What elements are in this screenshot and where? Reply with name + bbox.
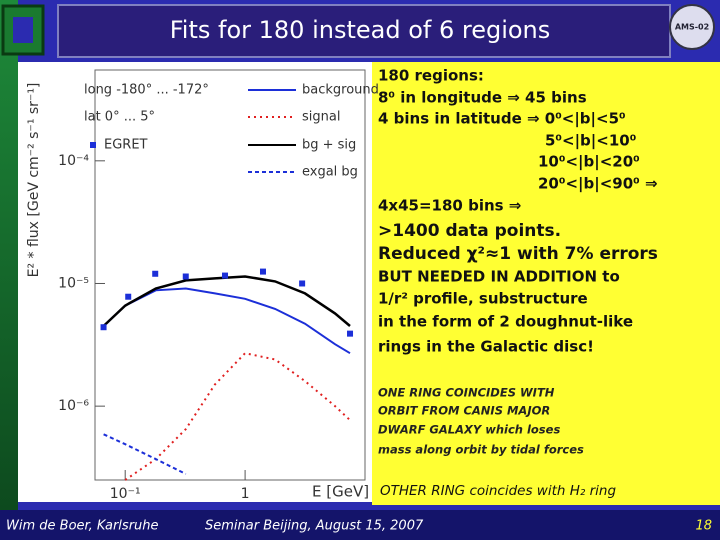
- x-axis-label: E [GeV]: [312, 483, 369, 501]
- text-line: 4 bins in latitude ⇒ 0⁰<|b|<5⁰: [378, 110, 626, 129]
- text-line: OTHER RING coincides with H₂ ring: [380, 483, 616, 499]
- data-point: [347, 330, 354, 337]
- text-panel: [372, 62, 720, 505]
- data-point: [100, 324, 107, 331]
- data-point: [222, 272, 229, 279]
- x-tick-label: 10⁻¹: [110, 486, 141, 502]
- side-strip: [0, 0, 18, 510]
- logo-ams-text: AMS-02: [675, 23, 709, 32]
- text-line: 4x45=180 bins ⇒: [378, 197, 521, 215]
- title-box: [57, 4, 671, 58]
- text-line: >1400 data points.: [378, 221, 561, 241]
- slide-title: Fits for 180 instead of 6 regions: [170, 16, 551, 44]
- text-line: mass along orbit by tidal forces: [378, 443, 584, 457]
- legend-label: EGRET: [104, 138, 148, 153]
- text-line: 8⁰ in longitude ⇒ 45 bins: [378, 89, 587, 107]
- footer-page: 18: [695, 519, 712, 534]
- text-line: 180 regions:: [378, 67, 484, 85]
- legend-label: exgal bg: [302, 165, 358, 180]
- text-line: 20⁰<|b|<90⁰ ⇒: [538, 175, 658, 194]
- y-tick-label: 10⁻⁵: [58, 275, 89, 291]
- plot-frame: [94, 69, 366, 481]
- y-tick-label: 10⁻⁶: [58, 398, 89, 414]
- footer-author: Wim de Boer, Karlsruhe: [6, 519, 159, 534]
- plot-panel: [18, 62, 372, 502]
- annotation: long -180° ... -172°: [84, 83, 209, 98]
- annotation: lat 0° ... 5°: [84, 110, 155, 125]
- x-tick-label: 1: [241, 486, 250, 502]
- data-point: [152, 270, 159, 277]
- legend-label: signal: [302, 110, 340, 125]
- logo-left-inner: [13, 17, 33, 43]
- legend-label: bg + sig: [302, 138, 356, 153]
- data-point: [125, 293, 132, 300]
- text-line: rings in the Galactic disc!: [378, 338, 594, 356]
- text-line: Reduced χ²≈1 with 7% errors: [378, 244, 658, 264]
- data-point: [299, 280, 306, 287]
- text-line: ORBIT FROM CANIS MAJOR: [378, 404, 550, 418]
- data-point: [182, 273, 189, 280]
- text-line: BUT NEEDED IN ADDITION to: [378, 268, 620, 286]
- y-axis-label: E² * flux [GeV cm⁻² s⁻¹ sr⁻¹]: [26, 83, 42, 278]
- legend-marker: [90, 142, 96, 148]
- series-line: [102, 275, 351, 327]
- text-line: in the form of 2 doughnut-like: [378, 313, 633, 331]
- footer-event: Seminar Beijing, August 15, 2007: [205, 519, 424, 534]
- text-line: 10⁰<|b|<20⁰: [538, 153, 640, 172]
- text-line: ONE RING COINCIDES WITH: [378, 386, 555, 400]
- text-block: 180 regions: 8⁰ in longitude ⇒ 45 bins 4…: [378, 67, 658, 500]
- text-line: 5⁰<|b|<10⁰: [545, 132, 636, 151]
- text-line: 1/r² profile, substructure: [378, 290, 588, 308]
- logo-ams: [669, 4, 715, 50]
- legend-label: background: [302, 83, 379, 98]
- y-tick-label: 10⁻⁴: [58, 153, 89, 169]
- data-point: [259, 268, 266, 275]
- text-line: DWARF GALAXY which loses: [378, 423, 560, 437]
- footer-band: [0, 510, 720, 540]
